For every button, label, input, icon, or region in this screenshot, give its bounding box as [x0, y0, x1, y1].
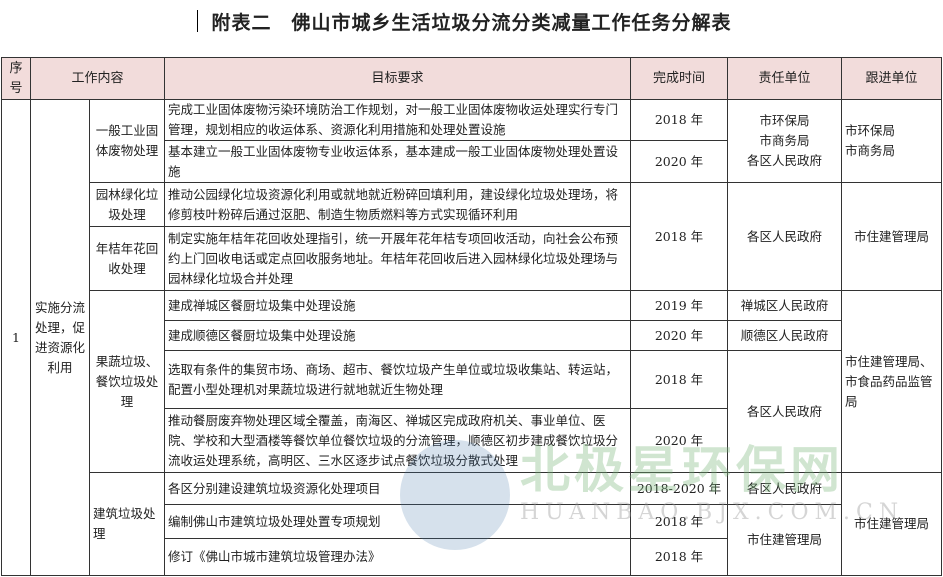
- time-cell: 2018 年: [630, 99, 728, 141]
- time-cell: 2020 年: [630, 408, 728, 473]
- target-cell: 基本建立一般工业固体废物专业收运体系，基本建成一般工业固体废物处理处置设施: [164, 140, 631, 183]
- task-table: 序号 工作内容 目标要求 完成时间 责任单位 跟进单位 1 实施分流处理，促进资…: [1, 57, 942, 576]
- header-row: 序号 工作内容 目标要求 完成时间 责任单位 跟进单位: [1, 57, 942, 100]
- category-cell: 实施分流处理，促进资源化利用: [30, 99, 90, 576]
- target-cell: 建成禅城区餐厨垃圾集中处理设施: [164, 290, 631, 321]
- follow-cell: 市住建管理局: [841, 472, 942, 576]
- table-row: 修订《佛山市城市建筑垃圾管理办法》 2018 年: [2, 538, 942, 576]
- target-cell: 各区分别建设建筑垃圾资源化处理项目: [164, 472, 631, 505]
- time-cell: 2018 年: [630, 182, 728, 291]
- text-cursor: [197, 10, 198, 32]
- target-cell: 完成工业固体废物污染环境防治工作规划，对一般工业固体废物收运处理实行专门管理，规…: [164, 99, 631, 141]
- table-row: 编制佛山市建筑垃圾处理处置专项规划 2018 年 市住建管理局: [2, 504, 942, 576]
- header-content: 工作内容: [30, 57, 165, 100]
- row-number: 1: [1, 99, 31, 576]
- table-row: 1 实施分流处理，促进资源化利用 一般工业固体废物处理 完成工业固体废物污染环境…: [1, 99, 942, 576]
- table-row: 园林绿化垃圾处理 推动公园绿化垃圾资源化利用或就地就近粉碎回填利用，建设绿化垃圾…: [2, 182, 942, 291]
- target-cell: 推动餐厨废弃物处理区域全覆盖，南海区、禅城区完成政府机关、事业单位、医院、学校和…: [164, 408, 631, 473]
- target-cell: 推动公园绿化垃圾资源化利用或就地就近粉碎回填利用，建设绿化垃圾处理场，将修剪枝叶…: [164, 182, 631, 227]
- time-cell: 2018 年: [630, 504, 728, 539]
- page-title: 附表二 佛山市城乡生活垃圾分流分类减量工作任务分解表: [211, 12, 732, 34]
- follow-cell: 市环保局 市商务局: [841, 99, 942, 183]
- target-cell: 建成顺德区餐厨垃圾集中处理设施: [164, 320, 631, 351]
- resp-cell: 顺德区人民政府: [727, 320, 842, 351]
- follow-cell: 市住建管理局: [841, 182, 942, 291]
- resp-cell: 市住建管理局: [727, 504, 842, 576]
- target-cell: 制定实施年桔年花回收处理指引，统一开展年花年桔专项回收活动，向社会公布预约上门回…: [164, 226, 631, 291]
- sub-cell: 园林绿化垃圾处理: [89, 182, 165, 227]
- time-cell: 2020 年: [630, 140, 728, 183]
- time-cell: 2018-2020 年: [630, 472, 728, 505]
- target-cell: 选取有条件的集贸市场、商场、超市、餐饮垃圾产生单位或垃圾收集站、转运站，配置小型…: [164, 350, 631, 409]
- table-row: 推动餐厨废弃物处理区域全覆盖，南海区、禅城区完成政府机关、事业单位、医院、学校和…: [2, 408, 942, 473]
- resp-cell: 各区人民政府: [727, 472, 842, 505]
- time-cell: 2018 年: [630, 538, 728, 576]
- header-target: 目标要求: [164, 57, 631, 100]
- header-resp: 责任单位: [727, 57, 842, 100]
- table-row: 建筑垃圾处理 各区分别建设建筑垃圾资源化处理项目 2018-2020 年 各区人…: [2, 472, 942, 576]
- resp-cell: 禅城区人民政府: [727, 290, 842, 321]
- target-cell: 修订《佛山市城市建筑垃圾管理办法》: [164, 538, 631, 576]
- header-time: 完成时间: [630, 57, 728, 100]
- table-row: 果蔬垃圾、餐饮垃圾处理 建成禅城区餐厨垃圾集中处理设施 2019 年 禅城区人民…: [2, 290, 942, 473]
- time-cell: 2019 年: [630, 290, 728, 321]
- sub-cell: 果蔬垃圾、餐饮垃圾处理: [89, 290, 165, 473]
- target-cell: 编制佛山市建筑垃圾处理处置专项规划: [164, 504, 631, 539]
- sub-cell: 一般工业固体废物处理: [89, 99, 165, 183]
- time-cell: 2020 年: [630, 320, 728, 351]
- resp-cell: 各区人民政府: [727, 350, 842, 473]
- time-cell: 2018 年: [630, 350, 728, 409]
- table-row: 基本建立一般工业固体废物专业收运体系，基本建成一般工业固体废物处理处置设施 20…: [2, 140, 942, 183]
- table-row: 选取有条件的集贸市场、商场、超市、餐饮垃圾产生单位或垃圾收集站、转运站，配置小型…: [2, 350, 942, 473]
- resp-cell: 市环保局 市商务局 各区人民政府: [727, 99, 842, 183]
- header-follow: 跟进单位: [841, 57, 942, 100]
- resp-cell: 各区人民政府: [727, 182, 842, 291]
- follow-cell: 市住建管理局、市食品药品监管局: [841, 290, 942, 473]
- sub-cell: 年桔年花回收处理: [89, 226, 165, 291]
- table-row: 年桔年花回收处理 制定实施年桔年花回收处理指引，统一开展年花年桔专项回收活动，向…: [2, 226, 942, 291]
- table-row: 建成顺德区餐厨垃圾集中处理设施 2020 年 顺德区人民政府: [2, 320, 942, 351]
- sub-cell: 建筑垃圾处理: [89, 472, 165, 576]
- header-no: 序号: [1, 57, 31, 100]
